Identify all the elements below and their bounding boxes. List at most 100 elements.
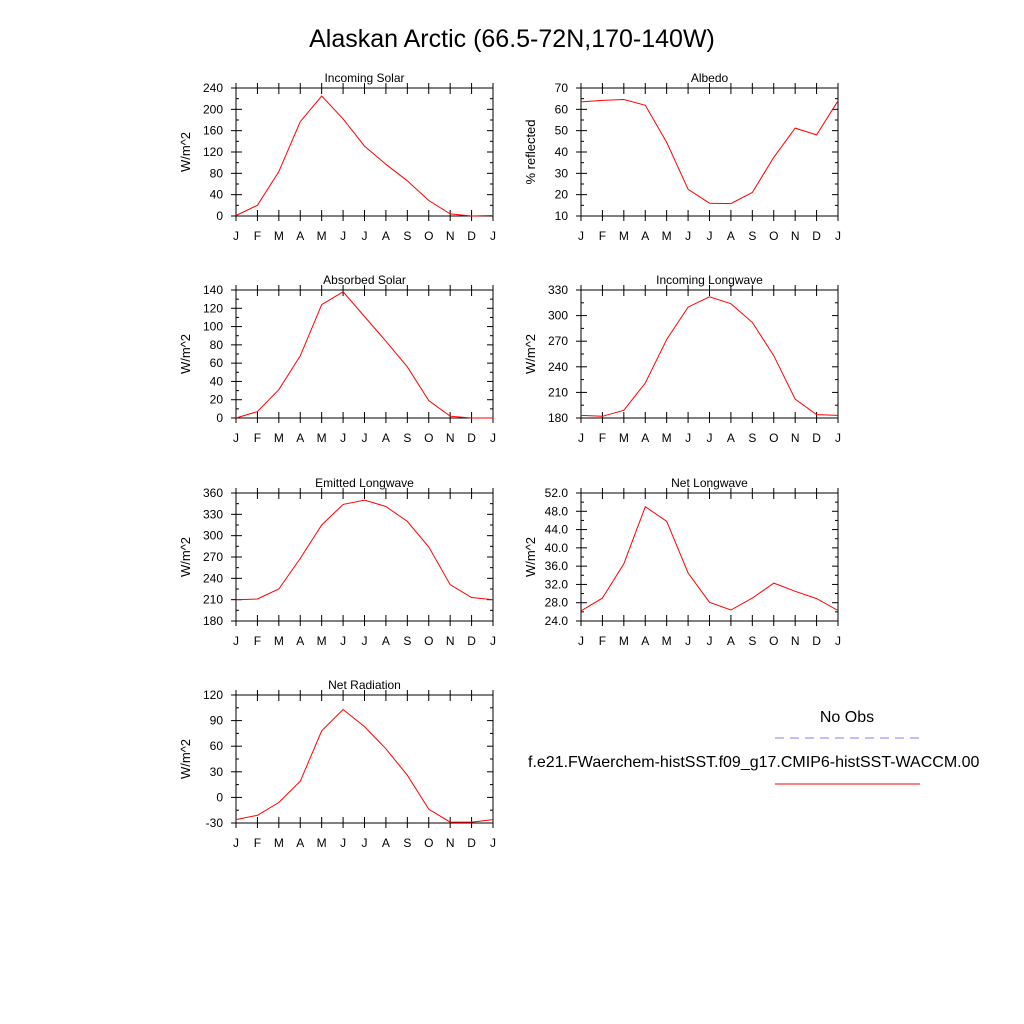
x-tick-label: S [748,634,756,648]
y-tick-label: 270 [203,550,223,564]
chart-title: Emitted Longwave [315,476,414,490]
x-tick-label: J [707,634,713,648]
y-tick-label: 36.0 [545,559,569,573]
x-tick-label: J [340,634,346,648]
x-tick-label: J [578,229,584,243]
x-tick-label: S [403,431,411,445]
x-tick-label: M [317,836,327,850]
x-tick-label: J [490,634,496,648]
x-tick-label: A [382,229,390,243]
x-tick-label: A [727,634,735,648]
x-tick-label: O [424,836,433,850]
x-tick-label: A [382,431,390,445]
x-tick-label: S [403,836,411,850]
y-axis-label: W/m^2 [178,132,193,172]
y-axis-label: W/m^2 [523,334,538,374]
y-tick-label: 330 [203,507,223,521]
y-tick-label: 52.0 [545,486,569,500]
y-tick-label: 200 [203,102,223,116]
x-tick-label: N [791,229,800,243]
legend: No Obs f.e21.FWaerchem-histSST.f09_g17.C… [528,709,980,785]
y-tick-label: 0 [216,411,223,425]
chart-title: Net Radiation [328,678,401,692]
y-tick-label: 360 [203,486,223,500]
x-tick-label: J [578,431,584,445]
y-tick-label: 300 [203,529,223,543]
x-tick-label: J [685,431,691,445]
x-tick-label: J [362,229,368,243]
y-tick-label: 40.0 [545,541,569,555]
x-tick-label: M [662,229,672,243]
chart-title: Net Longwave [671,476,748,490]
chart-title: Incoming Longwave [656,273,763,287]
x-tick-label: J [685,634,691,648]
x-tick-label: J [233,634,239,648]
x-tick-label: A [296,229,304,243]
x-tick-label: J [340,431,346,445]
y-tick-label: 60 [210,356,224,370]
y-tick-label: 60 [555,102,569,116]
x-tick-label: M [274,634,284,648]
series-line-model [235,499,494,601]
y-tick-label: 70 [555,81,569,95]
x-tick-label: S [403,634,411,648]
x-tick-label: J [490,431,496,445]
y-tick-label: 240 [203,571,223,585]
legend-model-label: f.e21.FWaerchem-histSST.f09_g17.CMIP6-hi… [528,754,980,771]
x-tick-label: N [446,836,455,850]
x-tick-label: D [467,229,476,243]
x-tick-label: A [641,634,649,648]
x-tick-label: S [748,431,756,445]
x-tick-label: D [467,836,476,850]
x-tick-label: A [727,229,735,243]
x-tick-label: M [317,634,327,648]
x-tick-label: D [467,431,476,445]
y-tick-label: 40 [210,188,224,202]
x-tick-label: A [382,836,390,850]
y-tick-label: 32.0 [545,577,569,591]
y-tick-label: 40 [210,374,224,388]
x-tick-label: D [812,229,821,243]
x-tick-label: N [446,229,455,243]
chart-title: Incoming Solar [324,71,404,85]
y-tick-label: 20 [210,393,224,407]
series-line-model [235,708,494,823]
plot-frame [235,492,494,622]
y-tick-label: 44.0 [545,523,569,537]
x-tick-label: J [707,431,713,445]
x-tick-label: D [812,634,821,648]
series-line-model [235,95,494,217]
y-tick-label: 20 [555,188,569,202]
plot-frame [580,87,839,217]
x-tick-label: J [362,431,368,445]
x-tick-label: F [254,431,261,445]
x-tick-label: J [685,229,691,243]
y-tick-label: 270 [548,334,568,348]
x-tick-label: M [274,836,284,850]
x-tick-label: A [296,836,304,850]
y-tick-label: 90 [210,714,224,728]
x-tick-label: N [791,634,800,648]
x-tick-label: F [254,229,261,243]
y-tick-label: 160 [203,124,223,138]
x-tick-label: F [254,836,261,850]
x-tick-label: M [619,634,629,648]
y-axis-label: W/m^2 [178,537,193,577]
y-axis-label: W/m^2 [178,739,193,779]
x-tick-label: M [317,431,327,445]
x-tick-label: N [791,431,800,445]
y-tick-label: -30 [206,816,224,830]
x-tick-label: J [233,836,239,850]
x-tick-label: A [641,431,649,445]
x-tick-label: S [748,229,756,243]
x-tick-label: O [769,634,778,648]
x-tick-label: F [254,634,261,648]
plot-frame [235,289,494,419]
y-tick-label: 140 [203,283,223,297]
plot-frame [235,694,494,824]
